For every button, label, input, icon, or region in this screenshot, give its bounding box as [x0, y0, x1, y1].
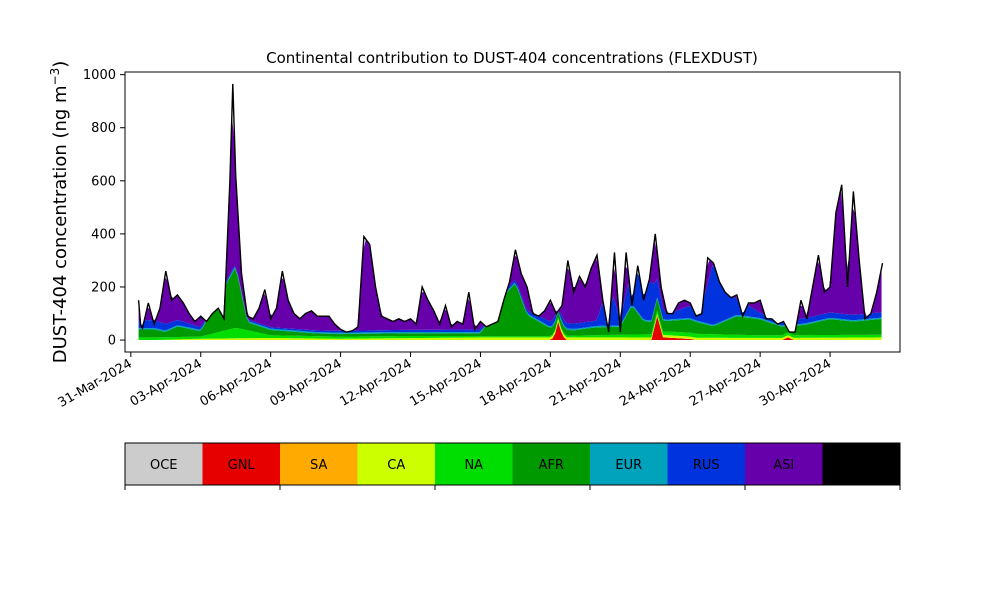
- legend-label-ca: CA: [387, 458, 405, 473]
- legend-label-asi: ASI: [773, 458, 794, 473]
- legend-colorbar: OCE GNL SA CA NA AFR EUR RUS ASI AUS: [124, 442, 901, 490]
- x-tick-label: 03-Apr-2024: [128, 356, 205, 409]
- x-tick-label: 30-Apr-2024: [757, 356, 834, 409]
- x-tick-label: 27-Apr-2024: [687, 356, 764, 409]
- legend-swatch-ca: [357, 443, 436, 485]
- area-series-na: [138, 310, 882, 341]
- legend-swatch-sa: [280, 443, 358, 485]
- y-tick-label: 600: [91, 174, 116, 189]
- x-tick-label: 06-Apr-2024: [198, 356, 275, 409]
- legend-swatch-gnl: [202, 443, 281, 485]
- legend-label-gnl: GNL: [228, 458, 256, 473]
- legend-swatch-na: [435, 443, 513, 485]
- legend-label-na: NA: [464, 458, 483, 473]
- y-tick-label: 200: [91, 280, 116, 295]
- x-tick-label: 21-Apr-2024: [547, 356, 624, 409]
- x-tick-label: 09-Apr-2024: [267, 356, 344, 409]
- legend-label-eur: EUR: [615, 458, 642, 473]
- legend-swatch-eur: [590, 443, 668, 485]
- y-tick-label: 1000: [83, 68, 116, 83]
- y-axis-label-close: ): [50, 61, 71, 68]
- x-tick-label: 15-Apr-2024: [407, 356, 484, 409]
- legend-swatch-aus: [822, 443, 901, 485]
- y-tick-label: 800: [91, 121, 116, 136]
- x-tick-label: 31-Mar-2024: [56, 356, 135, 410]
- legend-label-oce: OCE: [150, 458, 178, 473]
- y-axis-label-main: DUST-404 concentration (ng m: [50, 85, 71, 363]
- x-axis-ticks: 31-Mar-202403-Apr-202406-Apr-202409-Apr-…: [56, 352, 834, 411]
- total-outline-line: [137, 83, 884, 333]
- y-axis-label-exponent: −3: [48, 68, 62, 86]
- y-axis-ticks: 0 200 400 600 800 1000: [83, 68, 125, 349]
- x-tick-label: 24-Apr-2024: [617, 356, 694, 409]
- y-axis-label: DUST-404 concentration (ng m−3): [48, 61, 71, 364]
- legend-label-rus: RUS: [693, 458, 720, 473]
- y-tick-label: 400: [91, 227, 116, 242]
- x-tick-label: 18-Apr-2024: [477, 356, 554, 409]
- x-tick-label: 12-Apr-2024: [337, 356, 414, 409]
- plot-frame: [124, 71, 901, 353]
- y-tick-label: 0: [108, 334, 116, 349]
- legend-frame: [124, 442, 901, 486]
- legend-swatch-oce: [125, 443, 203, 485]
- legend-label-sa: SA: [310, 458, 327, 473]
- legend-swatch-rus: [667, 443, 746, 485]
- area-series-afr: [138, 268, 882, 338]
- chart-title: Continental contribution to DUST-404 con…: [266, 49, 758, 67]
- stacked-area-layer: [138, 116, 882, 341]
- legend-label-aus: AUS: [848, 458, 875, 473]
- legend-swatch-asi: [745, 443, 823, 485]
- legend-label-afr: AFR: [539, 458, 564, 473]
- legend-swatch-afr: [512, 443, 591, 485]
